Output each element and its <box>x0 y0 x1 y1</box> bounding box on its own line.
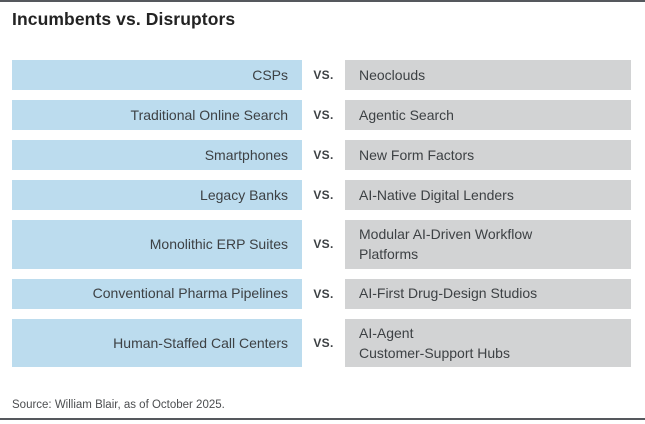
vs-label: vs. <box>313 188 334 202</box>
comparison-row: Monolithic ERP Suites vs. Modular AI-Dri… <box>12 220 631 269</box>
disruptor-box: AI-Agent Customer-Support Hubs <box>345 318 631 368</box>
incumbent-label: CSPs <box>252 66 288 83</box>
comparison-rows: CSPs vs. Neoclouds Traditional Online Se… <box>12 60 631 368</box>
disruptor-label: Neoclouds <box>359 66 426 83</box>
disruptor-label: Modular AI-Driven Workflow Platforms <box>359 226 533 263</box>
comparison-row: Traditional Online Search vs. Agentic Se… <box>12 100 631 130</box>
incumbent-label: Smartphones <box>204 146 288 163</box>
disruptor-box: Neoclouds <box>345 60 631 90</box>
incumbent-box: Monolithic ERP Suites <box>12 220 302 269</box>
figure-title: Incumbents vs. Disruptors <box>12 9 236 29</box>
incumbent-label: Conventional Pharma Pipelines <box>92 285 288 302</box>
incumbent-label: Traditional Online Search <box>130 106 288 123</box>
bottom-rule <box>0 418 645 420</box>
incumbent-box: Human-Staffed Call Centers <box>12 318 302 368</box>
incumbent-label: Monolithic ERP Suites <box>149 236 288 253</box>
disruptor-box: Modular AI-Driven Workflow Platforms <box>345 220 631 269</box>
vs-label: vs. <box>313 148 334 162</box>
vs-label: vs. <box>313 286 334 301</box>
vs-label: vs. <box>313 108 334 122</box>
top-rule <box>0 0 645 2</box>
comparison-row: Human-Staffed Call Centers vs. AI-Agent … <box>12 318 631 368</box>
comparison-row: Smartphones vs. New Form Factors <box>12 140 631 170</box>
comparison-row: CSPs vs. Neoclouds <box>12 60 631 90</box>
vs-label: vs. <box>313 68 334 82</box>
incumbent-box: Legacy Banks <box>12 180 302 210</box>
disruptor-label: New Form Factors <box>359 146 475 163</box>
disruptor-label: AI-First Drug-Design Studios <box>359 285 538 302</box>
vs-label: vs. <box>313 237 334 252</box>
vs-label: vs. <box>313 335 334 350</box>
disruptor-label: AI-Agent Customer-Support Hubs <box>359 324 510 361</box>
incumbent-box: Traditional Online Search <box>12 100 302 130</box>
disruptor-label: Agentic Search <box>359 106 454 123</box>
incumbent-label: Human-Staffed Call Centers <box>113 334 288 351</box>
disruptor-label: AI-Native Digital Lenders <box>359 186 514 203</box>
incumbent-label: Legacy Banks <box>200 186 288 203</box>
disruptor-box: Agentic Search <box>345 100 631 130</box>
source-note: Source: William Blair, as of October 202… <box>12 399 225 411</box>
incumbent-box: CSPs <box>12 60 302 90</box>
disruptor-box: New Form Factors <box>345 140 631 170</box>
disruptor-box: AI-Native Digital Lenders <box>345 180 631 210</box>
disruptor-box: AI-First Drug-Design Studios <box>345 278 631 309</box>
incumbent-box: Smartphones <box>12 140 302 170</box>
comparison-row: Conventional Pharma Pipelines vs. AI-Fir… <box>12 278 631 309</box>
incumbent-box: Conventional Pharma Pipelines <box>12 278 302 309</box>
comparison-row: Legacy Banks vs. AI-Native Digital Lende… <box>12 180 631 210</box>
